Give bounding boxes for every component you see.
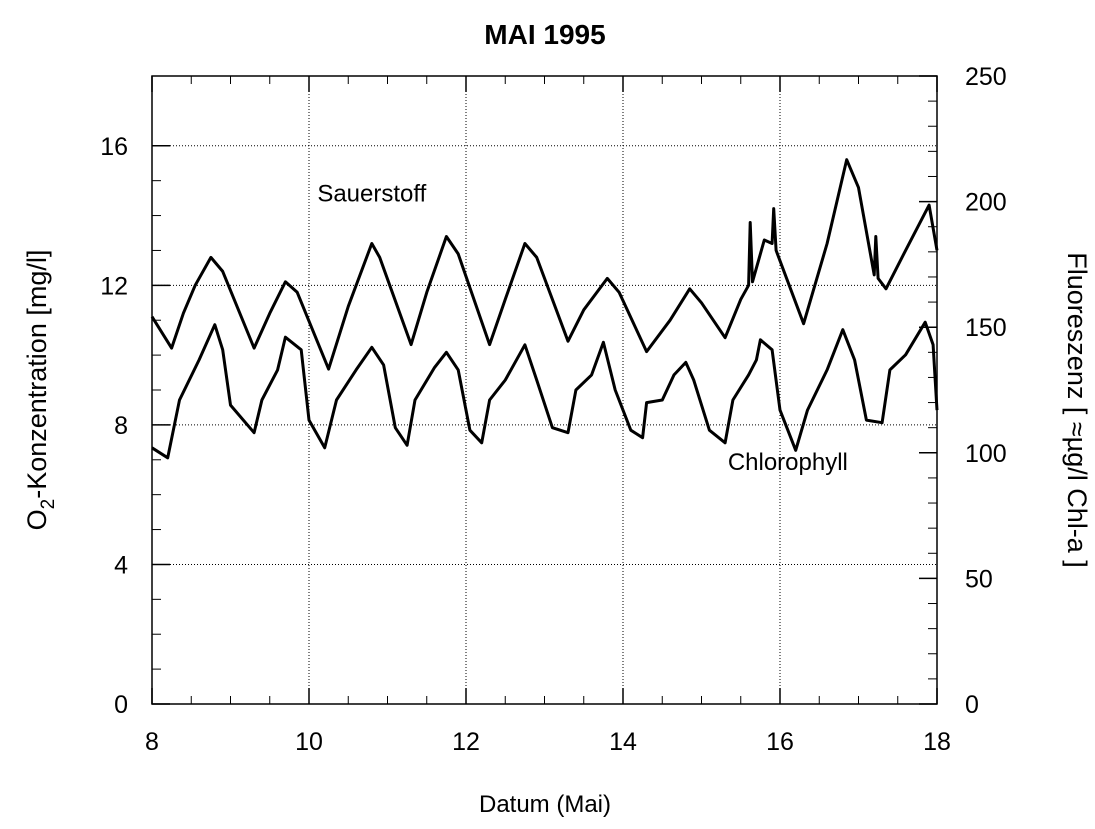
y2-axis-label: Fluoreszenz [ ≈µg/l Chl-a ] [1062,252,1092,567]
y-tick-label: 0 [114,691,128,719]
x-axis-label: Datum (Mai) [479,791,611,818]
x-tick-label: 16 [766,728,794,756]
y-axis-label-sub: 2 [38,499,59,510]
x-tick-label: 12 [452,728,480,756]
y-tick-label: 12 [100,272,128,300]
y2-tick-label: 50 [965,565,993,593]
chart-title: MAI 1995 [484,19,605,50]
x-tick-label: 18 [923,728,951,756]
y-tick-label: 8 [114,412,128,440]
y2-tick-label: 250 [965,63,1007,91]
y2-tick-label: 150 [965,314,1007,342]
x-tick-label: 14 [609,728,637,756]
y2-tick-label: 200 [965,189,1007,217]
x-tick-label: 8 [145,728,159,756]
y-axis-label: O2-Konzentration [mg/l] [22,250,59,531]
annotation: Chlorophyll [728,449,848,476]
series-line [150,158,939,371]
y2-tick-label: 100 [965,440,1007,468]
y-axis-label-rest: -Konzentration [mg/l] [22,250,52,499]
plot-frame [151,75,938,705]
y-axis-label-base: O [22,509,52,530]
x-tick-label: 10 [295,728,323,756]
y-tick-label: 16 [100,133,128,161]
y2-tick-label: 0 [965,691,979,719]
series-line [151,320,939,460]
annotation: Sauerstoff [317,181,426,208]
y-tick-label: 4 [114,551,128,579]
